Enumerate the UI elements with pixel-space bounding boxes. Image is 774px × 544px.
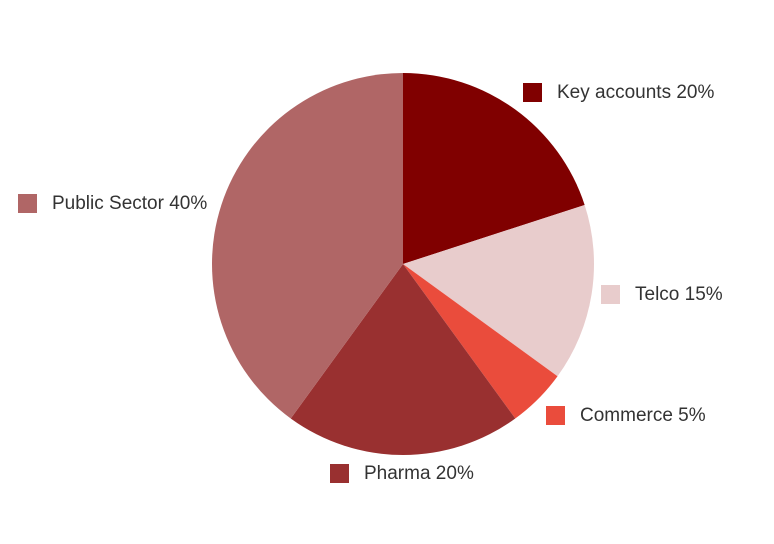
legend-label-0: Key accounts 20% xyxy=(557,82,714,103)
pie-legend: Key accounts 20% Telco 15% Commerce 5% Phar… xyxy=(18,82,723,484)
pie-slices xyxy=(212,73,594,455)
pie-slice-1 xyxy=(403,204,594,377)
pie-slice-4 xyxy=(212,73,403,419)
legend-item-4: Public Sector 40% xyxy=(18,193,207,214)
legend-swatch-0 xyxy=(523,83,542,102)
pie-slice-3 xyxy=(290,264,516,455)
legend-swatch-1 xyxy=(601,285,620,304)
pie-slice-2 xyxy=(403,264,558,419)
pie-slice-0 xyxy=(403,73,585,264)
legend-swatch-3 xyxy=(330,464,349,483)
legend-swatch-4 xyxy=(18,194,37,213)
legend-item-0: Key accounts 20% xyxy=(523,82,714,103)
legend-label-4: Public Sector 40% xyxy=(52,193,207,214)
legend-swatch-2 xyxy=(546,406,565,425)
legend-label-1: Telco 15% xyxy=(635,284,723,305)
legend-item-2: Commerce 5% xyxy=(546,405,706,426)
legend-item-3: Pharma 20% xyxy=(330,463,474,484)
legend-label-2: Commerce 5% xyxy=(580,405,706,426)
legend-item-1: Telco 15% xyxy=(601,284,723,305)
legend-label-3: Pharma 20% xyxy=(364,463,474,484)
